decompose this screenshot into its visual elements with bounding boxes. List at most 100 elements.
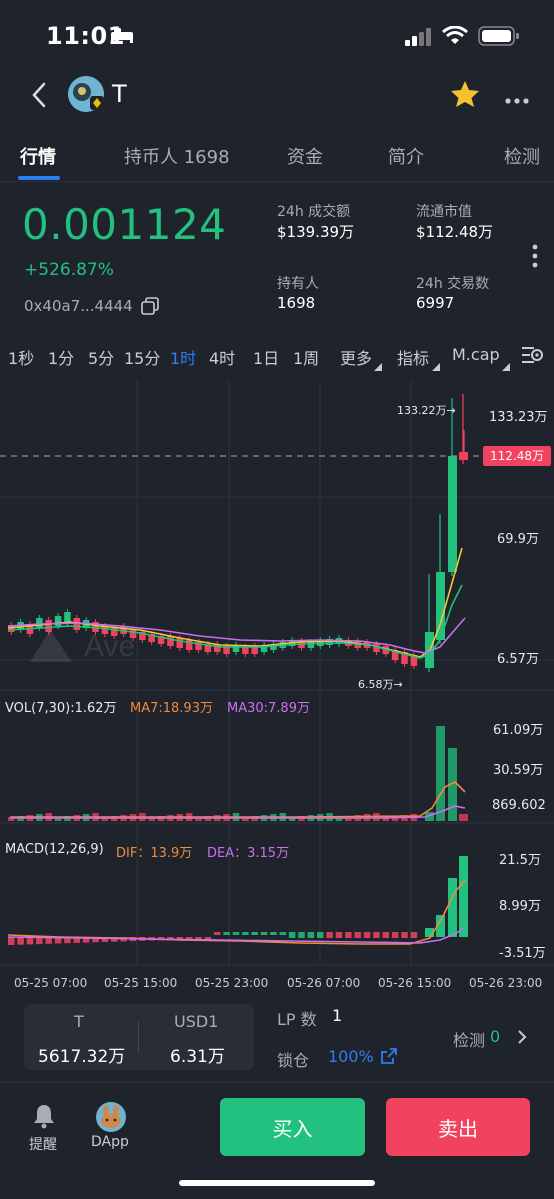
volume-bar [448, 748, 457, 821]
date-label: 05-25 15:00 [104, 976, 178, 990]
macd-bar [270, 932, 277, 935]
bottom-divider [0, 1082, 554, 1083]
tf-1m[interactable]: 1分 [48, 349, 75, 368]
home-indicator [179, 1180, 375, 1186]
check-label[interactable]: 检测 [453, 1031, 486, 1050]
candle-body [204, 644, 212, 652]
candlestick-chart[interactable]: Ave [0, 380, 554, 1000]
stat-mcap-value: $112.48万 [416, 223, 494, 241]
date-label: 05-25 23:00 [195, 976, 269, 990]
lp-label: LP 数 [277, 1010, 317, 1029]
bell-icon[interactable] [32, 1103, 56, 1133]
pool-amount-b: 6.31万 [170, 1047, 225, 1067]
tf-5m[interactable]: 5分 [88, 349, 115, 368]
candle-body [36, 618, 43, 628]
lp-value: 1 [332, 1006, 343, 1025]
date-label: 05-26 15:00 [378, 976, 452, 990]
tab-market[interactable]: 行情 [20, 147, 56, 168]
macd-bar [176, 937, 184, 940]
check-value[interactable]: 0 [490, 1027, 501, 1046]
macd-bar [436, 915, 445, 937]
low-price-marker: 6.58万→ [358, 678, 403, 691]
tf-1d[interactable]: 1日 [253, 349, 280, 368]
date-label: 05-26 23:00 [469, 976, 543, 990]
back-button[interactable] [28, 80, 50, 114]
candle-body [45, 620, 52, 632]
macd-bar [92, 937, 99, 943]
alerts-label[interactable]: 提醒 [29, 1137, 57, 1153]
chevron-right-icon[interactable] [516, 1028, 528, 1050]
tab-check[interactable]: 检测 [504, 147, 540, 168]
vol-axis-low: 869.602 [492, 798, 546, 813]
candle-body [64, 612, 71, 624]
vol-ma7-line [10, 781, 466, 818]
sell-button[interactable]: 卖出 [386, 1098, 530, 1156]
copy-icon[interactable] [140, 296, 160, 320]
stat-volume-value: $139.39万 [277, 223, 355, 241]
tab-intro[interactable]: 简介 [388, 147, 424, 168]
volume-bar [382, 817, 390, 821]
stat-trades-label: 24h 交易数 [416, 276, 490, 292]
more-menu-icon[interactable] [504, 90, 530, 109]
pool-divider [138, 1022, 139, 1052]
volume-bar [459, 814, 468, 821]
chart-settings-icon[interactable] [520, 344, 544, 370]
external-link-icon[interactable] [380, 1047, 398, 1069]
bed-icon [110, 26, 134, 48]
tab-holders[interactable]: 持币人 1698 [124, 147, 230, 168]
volume-bars-group [8, 726, 468, 821]
tf-1h[interactable]: 1时 [170, 349, 197, 368]
macd-bar [54, 937, 62, 944]
tf-15m[interactable]: 15分 [124, 349, 161, 368]
macd-bar [459, 856, 468, 937]
lock-value[interactable]: 100% [328, 1047, 374, 1066]
macd-bar [345, 932, 352, 938]
pool-amount-a: 5617.32万 [38, 1047, 126, 1067]
candle-body [8, 625, 15, 632]
date-label: 05-26 07:00 [287, 976, 361, 990]
vol-axis-high: 61.09万 [493, 723, 544, 738]
candle-body [139, 632, 146, 640]
ma-fast-line [7, 547, 463, 658]
candle-body [54, 616, 62, 626]
tf-4h[interactable]: 4时 [209, 349, 236, 368]
volume-bar [436, 726, 445, 821]
price-axis-mid: 69.9万 [497, 532, 539, 547]
macd-bar [111, 937, 118, 942]
volume-bar [8, 817, 15, 821]
ma-slow-line [7, 617, 466, 654]
tf-1s[interactable]: 1秒 [8, 349, 35, 368]
token-avatar [68, 76, 104, 112]
macd-bar [288, 932, 296, 938]
price-axis-low: 6.57万 [497, 652, 539, 667]
macd-bar [401, 932, 408, 938]
candle-body [401, 652, 408, 664]
macd-bar [354, 932, 361, 938]
pancake-dapp-icon[interactable] [96, 1102, 126, 1132]
macd-bar [36, 937, 43, 945]
star-favorite-icon[interactable] [450, 80, 480, 112]
macd-bar [195, 937, 202, 940]
candle-body [148, 634, 155, 642]
macd-bar [64, 937, 71, 944]
candle-body [129, 630, 137, 638]
indicator-caret-icon [432, 356, 440, 375]
macd-bar [242, 932, 249, 935]
candle-body [448, 456, 457, 572]
tab-funds[interactable]: 资金 [287, 147, 323, 168]
candle-body [232, 645, 240, 652]
tf-more-dropdown[interactable]: 更多 [340, 349, 373, 368]
stats-more-icon[interactable] [531, 243, 539, 273]
liquidity-pool-card[interactable]: T 5617.32万 USD1 6.31万 [24, 1004, 254, 1070]
macd-dif-label: DIF：13.9万 [116, 846, 193, 861]
dapp-label[interactable]: DApp [91, 1134, 129, 1150]
pool-token-a: T [74, 1012, 84, 1031]
macd-title: MACD(12,26,9) [5, 842, 104, 857]
tf-1w[interactable]: 1周 [293, 349, 320, 368]
macd-bars-group [8, 856, 468, 945]
mcap-toggle[interactable]: M.cap [452, 345, 500, 364]
indicator-dropdown[interactable]: 指标 [397, 349, 430, 368]
macd-bar [232, 932, 240, 935]
candle-body [111, 628, 118, 636]
buy-button[interactable]: 买入 [220, 1098, 365, 1156]
